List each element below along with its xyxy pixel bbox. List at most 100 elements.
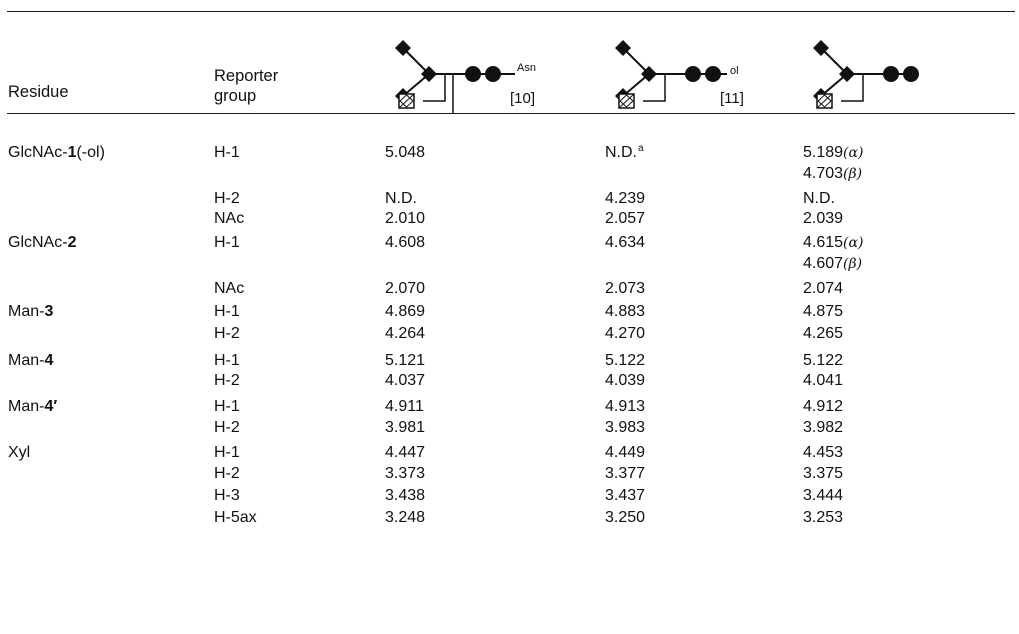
residue-number: 2 <box>67 234 77 251</box>
glycan-ref-10: [10] <box>510 90 536 107</box>
shift-cell-ol: 2.073 <box>605 279 645 299</box>
shift-value: 3.377 <box>605 465 646 482</box>
anomer-label: (α) <box>843 235 864 251</box>
shift-value: 3.375 <box>803 465 844 482</box>
shift-value: 4.912 <box>803 398 844 415</box>
residue-cell: Man-4 <box>8 351 53 371</box>
shift-cell-asn: 5.121 <box>385 352 426 369</box>
shift-value: 5.122 <box>803 352 844 369</box>
shift-cell-asn: 4.869 <box>385 303 426 320</box>
shift-cell-ol: 3.983 <box>605 418 645 438</box>
glycan-structure-asn <box>385 34 555 114</box>
shift-cell-free: 4.912 <box>803 397 843 417</box>
header-reporter-line2: group <box>214 87 257 105</box>
residue-number: 3 <box>44 303 54 320</box>
reporter-cell: H-1 <box>214 234 240 251</box>
footnote-marker: a <box>638 143 644 154</box>
shift-cell-free: 2.039 <box>803 209 843 229</box>
reporter-cell: NAc <box>214 280 245 297</box>
shift-value: 4.039 <box>605 372 646 389</box>
shift-cell-free: 4.615(α) <box>803 233 863 253</box>
shift-cell-free: N.D. <box>803 189 835 209</box>
shift-cell-ol: 4.883 <box>605 302 645 322</box>
anomer-label: (α) <box>843 145 864 161</box>
shift-cell-asn: 4.911 <box>385 398 424 415</box>
shift-cell-free: 4.703(β) <box>803 164 862 184</box>
shift-cell-asn: 2.010 <box>385 210 426 227</box>
shift-cell-asn: 4.608 <box>385 234 426 251</box>
shift-cell-free: 4.041 <box>803 371 843 391</box>
shift-value: 5.122 <box>605 352 646 369</box>
shift-cell-free: 4.607(β) <box>803 254 862 274</box>
shift-value: 3.983 <box>605 419 646 436</box>
shift-cell-ol: 4.634 <box>605 233 645 253</box>
reporter-cell: H-2 <box>214 372 240 389</box>
anomer-label: (β) <box>843 256 863 272</box>
shift-value: 4.634 <box>605 234 646 251</box>
shift-cell-free: 3.982 <box>803 418 843 438</box>
shift-value: 4.615 <box>803 234 844 251</box>
shift-value: 4.265 <box>803 325 844 342</box>
shift-cell-asn: 3.981 <box>385 419 426 436</box>
shift-value: 4.449 <box>605 444 646 461</box>
shift-cell-free: 5.122 <box>803 351 843 371</box>
top-rule <box>7 11 1015 12</box>
shift-cell-asn: 4.037 <box>385 372 426 389</box>
shift-value: 4.041 <box>803 372 844 389</box>
residue-name: GlcNAc- <box>8 234 68 251</box>
residue-cell: Man-4′ <box>8 397 57 417</box>
shift-cell-free: 3.375 <box>803 464 843 484</box>
shift-cell-free: 5.189(α) <box>803 143 863 163</box>
shift-value: 4.270 <box>605 325 646 342</box>
shift-value: 4.703 <box>803 165 844 182</box>
shift-cell-ol: 3.377 <box>605 464 645 484</box>
shift-value: 4.913 <box>605 398 646 415</box>
shift-cell-asn: 2.070 <box>385 280 426 297</box>
residue-number: 4′ <box>44 398 58 415</box>
shift-cell-ol: N.D.a <box>605 143 644 165</box>
reporter-cell: H-1 <box>214 352 240 369</box>
shift-value: 3.437 <box>605 487 646 504</box>
shift-value: 3.253 <box>803 509 844 526</box>
shift-cell-asn: 3.373 <box>385 465 426 482</box>
header-reporter-line1: Reporter <box>214 67 279 85</box>
shift-cell-ol: 2.057 <box>605 209 645 229</box>
residue-name: Xyl <box>8 444 31 461</box>
shift-cell-ol: 4.449 <box>605 443 645 463</box>
shift-value: 4.239 <box>605 190 646 207</box>
shift-cell-free: 4.875 <box>803 302 843 322</box>
reporter-cell: H-2 <box>214 325 240 342</box>
shift-value: 5.189 <box>803 144 844 161</box>
shift-cell-free: 4.453 <box>803 443 843 463</box>
shift-cell-ol: 4.239 <box>605 189 645 209</box>
shift-cell-ol: 4.270 <box>605 324 645 344</box>
anomer-label: (β) <box>843 166 863 182</box>
residue-cell: GlcNAc-2 <box>8 233 76 253</box>
shift-value: 4.875 <box>803 303 844 320</box>
shift-cell-asn: 3.438 <box>385 487 426 504</box>
reporter-cell: NAc <box>214 210 245 227</box>
glycan-structure-free <box>803 34 933 114</box>
residue-name: GlcNAc- <box>8 144 68 161</box>
shift-cell-free: 2.074 <box>803 279 843 299</box>
residue-name: Man- <box>8 352 45 369</box>
header-residue: Residue <box>8 83 69 101</box>
residue-cell: GlcNAc-1(-ol) <box>8 143 105 163</box>
shift-value: N.D. <box>605 144 637 161</box>
reporter-cell: H-5ax <box>214 509 257 526</box>
shift-value: 4.607 <box>803 255 844 272</box>
shift-cell-asn: N.D. <box>385 190 417 207</box>
shift-cell-ol: 5.122 <box>605 351 645 371</box>
reporter-cell: H-1 <box>214 144 240 161</box>
shift-cell-free: 3.253 <box>803 508 843 528</box>
glycan-structure-ol <box>605 34 755 114</box>
shift-value: 3.250 <box>605 509 646 526</box>
residue-name: Man- <box>8 303 45 320</box>
shift-cell-free: 4.265 <box>803 324 843 344</box>
reporter-cell: H-2 <box>214 465 240 482</box>
shift-value: N.D. <box>803 190 835 207</box>
reporter-cell: H-2 <box>214 419 240 436</box>
glycan-ref-11: [11] <box>720 90 744 107</box>
shift-value: 2.073 <box>605 280 646 297</box>
